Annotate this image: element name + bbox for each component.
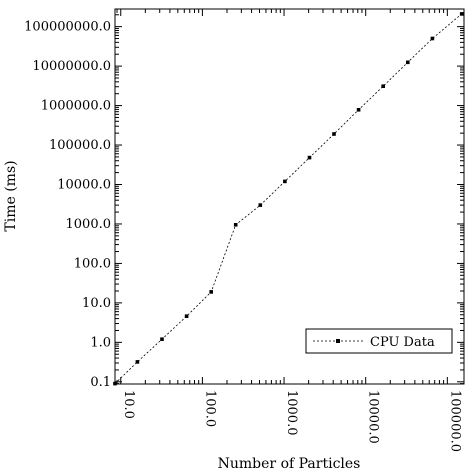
y-axis-title: Time (ms)	[3, 160, 19, 231]
y-tick-label: 1.0	[90, 335, 111, 350]
data-point	[459, 12, 464, 16]
data-point	[307, 155, 312, 160]
data-point	[160, 337, 164, 341]
y-tick-label: 100000.0	[49, 138, 111, 153]
data-point	[135, 360, 140, 364]
data-point	[113, 381, 117, 386]
data-point	[233, 223, 238, 227]
x-tick-label: 10000.0	[366, 390, 381, 444]
data-point	[184, 314, 189, 318]
legend-label: CPU Data	[370, 335, 435, 350]
y-tick-label: 1000.0	[66, 217, 112, 232]
data-point	[381, 84, 385, 88]
x-axis-title: Number of Particles	[218, 456, 361, 472]
y-tick-label: 0.1	[90, 375, 111, 390]
y-axis-ticks	[115, 14, 464, 385]
plot-area	[114, 8, 465, 385]
data-point	[283, 179, 287, 184]
x-axis-tick-labels: 10.0 100.0 1000.0 10000.0 100000.0	[121, 390, 463, 452]
data-point	[430, 36, 435, 41]
y-tick-label: 1000000.0	[41, 99, 111, 114]
x-tick-label: 100.0	[202, 390, 217, 427]
data-point	[332, 132, 336, 136]
data-point	[258, 203, 263, 207]
legend-marker-sample	[336, 339, 340, 343]
data-point	[406, 60, 410, 65]
y-tick-label: 10.0	[82, 296, 111, 311]
x-tick-label: 1000.0	[284, 390, 299, 436]
legend: CPU Data	[305, 328, 453, 354]
x-tick-label: 100000.0	[447, 390, 462, 452]
plot-frame	[114, 8, 465, 385]
x-tick-label: 10.0	[121, 390, 136, 419]
y-tick-label: 10000000.0	[32, 59, 111, 74]
y-tick-label: 100.0	[74, 256, 111, 271]
x-axis-ticks	[116, 9, 448, 384]
y-tick-label: 100000000.0	[24, 20, 111, 35]
y-axis-tick-labels: 0.1 1.0 10.0 100.0 1000.0 10000.0 100000.0 1000…	[24, 20, 111, 390]
y-tick-label: 10000.0	[57, 177, 111, 192]
series-line	[114, 13, 462, 384]
series-layer	[113, 12, 464, 386]
data-point	[356, 108, 361, 112]
data-point	[209, 290, 213, 294]
